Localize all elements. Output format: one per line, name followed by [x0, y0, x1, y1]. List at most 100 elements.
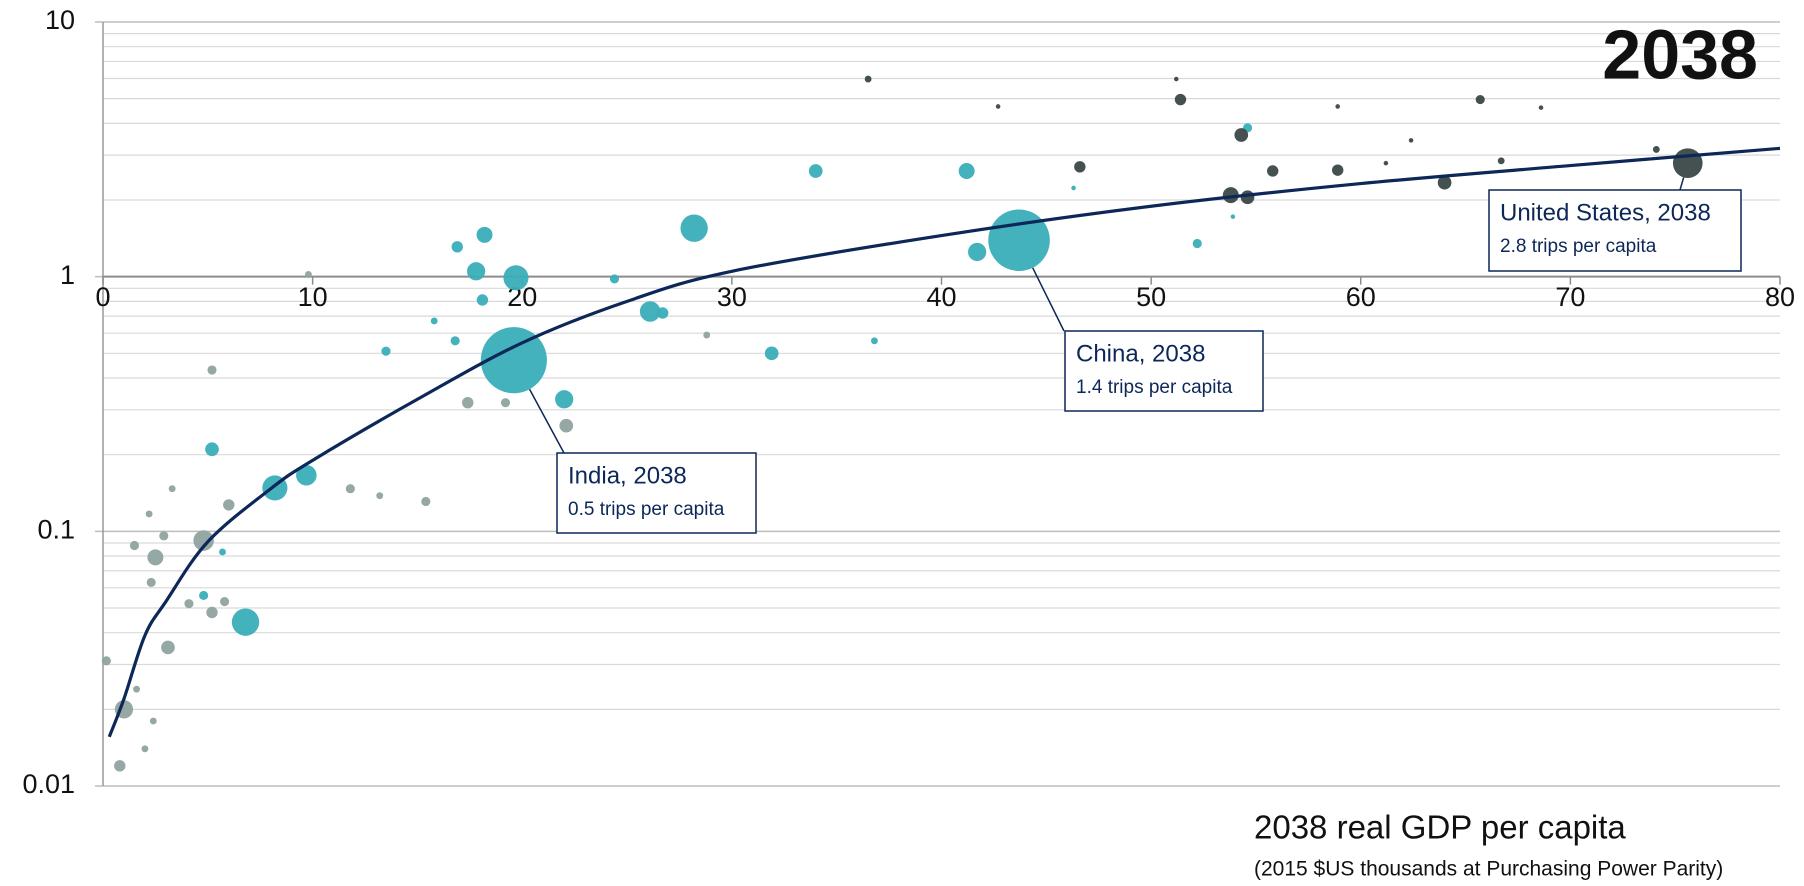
bubble — [231, 608, 260, 636]
x-tick-label: 60 — [1346, 282, 1376, 312]
callout-title: United States, 2038 — [1500, 199, 1711, 226]
bubble — [168, 485, 176, 493]
bubble — [184, 599, 194, 609]
bubble — [101, 656, 111, 666]
bubble — [199, 590, 209, 601]
callout-text: 2.8 trips per capita — [1500, 236, 1657, 257]
chart-title: 2038 — [1602, 15, 1758, 93]
bubble — [476, 226, 493, 243]
bubble — [1222, 187, 1239, 204]
bubble — [205, 442, 219, 457]
bubble — [146, 577, 156, 587]
trend-line — [107, 146, 1781, 738]
bubble — [1234, 128, 1249, 142]
bubble — [296, 465, 317, 486]
bubble — [149, 717, 157, 725]
x-tick-label: 50 — [1136, 282, 1166, 312]
y-tick-label: 10 — [45, 5, 75, 35]
callout-text: 1.4 trips per capita — [1076, 377, 1233, 398]
bubble — [462, 396, 474, 409]
x-tick-label: 70 — [1555, 282, 1585, 312]
bubble — [223, 499, 235, 511]
bubble — [1335, 104, 1340, 109]
bubble — [995, 104, 1001, 109]
x-axis-subtitle: (2015 $US thousands at Purchasing Power … — [1254, 858, 1723, 881]
bubble — [147, 549, 164, 566]
bubble — [1071, 185, 1076, 191]
x-tick-label: 10 — [298, 282, 328, 312]
callout-box — [1064, 330, 1264, 412]
bubble — [430, 317, 438, 325]
bubble — [559, 418, 574, 433]
bubble — [1192, 238, 1202, 249]
bubble — [476, 294, 489, 306]
x-tick-label: 0 — [95, 282, 110, 312]
bubble — [1652, 145, 1660, 153]
bubble — [680, 214, 708, 242]
bubble — [1174, 76, 1179, 82]
callout-line — [528, 388, 565, 454]
bubble — [639, 301, 661, 322]
bubble — [1331, 164, 1344, 176]
bubble — [193, 530, 214, 551]
bubble — [345, 484, 355, 494]
bubble — [207, 365, 217, 375]
bubble — [1437, 175, 1452, 190]
bubble — [1174, 93, 1187, 106]
bubble — [871, 337, 878, 345]
bubble — [656, 307, 669, 319]
callout-box — [1488, 189, 1742, 272]
callout-text: 0.5 trips per capita — [568, 499, 725, 520]
x-tick-label: 40 — [926, 282, 956, 312]
bubble — [467, 262, 486, 281]
bubble — [1074, 161, 1086, 173]
bubble — [220, 596, 230, 607]
bubble — [421, 496, 431, 507]
callout-title: China, 2038 — [1076, 340, 1205, 367]
bubble — [500, 398, 511, 408]
bubble — [133, 685, 140, 693]
y-tick-label: 0.1 — [37, 514, 75, 544]
bubble — [864, 75, 872, 83]
bubble — [161, 640, 175, 655]
x-tick-label: 80 — [1765, 282, 1795, 312]
bubble — [450, 336, 460, 346]
bubble — [159, 531, 169, 541]
bubble — [1475, 94, 1485, 105]
y-tick-label: 0.01 — [22, 769, 75, 799]
bubble — [376, 492, 384, 500]
bubble — [1408, 138, 1414, 143]
bubble — [764, 346, 779, 361]
x-axis-title: 2038 real GDP per capita — [1254, 809, 1626, 846]
bubble — [145, 510, 153, 518]
bubble — [1538, 105, 1544, 110]
callout-title: India, 2038 — [568, 462, 687, 489]
y-tick-label: 1 — [60, 260, 75, 290]
bubble — [958, 163, 975, 179]
bubble — [808, 164, 823, 178]
bubble — [1230, 214, 1236, 219]
callout-line — [1679, 177, 1685, 191]
bubble — [381, 346, 391, 356]
bubble — [219, 548, 226, 556]
bubble — [114, 760, 126, 772]
bubble — [555, 390, 574, 409]
bubble — [1497, 157, 1505, 165]
bubble — [609, 274, 620, 284]
bubble — [1383, 160, 1389, 166]
bubble — [451, 241, 463, 253]
callout-box — [556, 452, 757, 534]
bubble — [141, 745, 149, 753]
bubble — [206, 606, 218, 619]
bubble — [968, 242, 987, 262]
bubble — [480, 327, 547, 394]
bubble — [129, 540, 140, 551]
bubble — [988, 209, 1050, 272]
bubble — [703, 331, 711, 339]
x-tick-label: 30 — [717, 282, 747, 312]
bubble — [503, 265, 529, 291]
bubble — [1672, 148, 1703, 179]
marks — [101, 75, 1781, 772]
